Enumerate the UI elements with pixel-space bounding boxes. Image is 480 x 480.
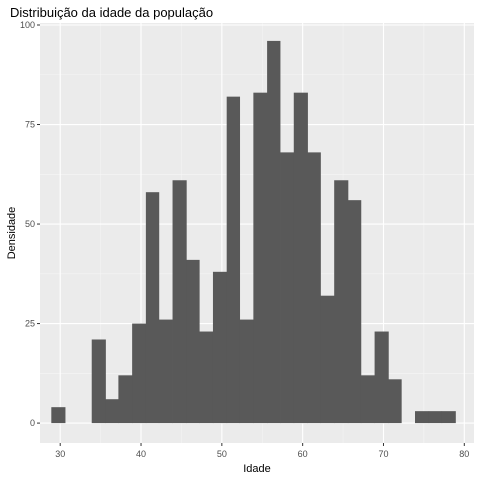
x-axis-ticks: 30 40 50 60 70 80: [55, 443, 469, 459]
histogram-bar-5: [118, 375, 133, 424]
y-tick-label-4: 100: [20, 20, 35, 30]
y-tick-label-3: 75: [25, 120, 35, 130]
histogram-bar-6: [132, 323, 147, 424]
histogram-bar-16: [267, 40, 281, 424]
y-axis-ticks: 0 25 50 75 100: [20, 20, 40, 428]
y-axis-title: Densidade: [6, 207, 18, 260]
histogram-bar-13: [226, 96, 241, 424]
y-tick-label-0: 0: [30, 418, 35, 428]
histogram-bar-7: [145, 192, 160, 424]
histogram-bar-22: [347, 200, 362, 424]
histogram-bar-21: [334, 180, 349, 424]
y-tick-label-2: 50: [25, 219, 35, 229]
y-tick-label-1: 25: [25, 319, 35, 329]
histogram-bar-10: [186, 259, 200, 424]
histogram-bar-15: [253, 92, 268, 424]
histogram-bar-29: [441, 411, 456, 424]
histogram-bar-28: [428, 411, 443, 424]
histogram-bar-25: [388, 379, 402, 424]
histogram-bar-4: [105, 399, 119, 424]
histogram-bar-17: [280, 152, 295, 424]
x-tick-label-3: 60: [298, 449, 308, 459]
histogram-bar-0: [51, 407, 66, 424]
histogram-bar-14: [239, 319, 254, 424]
histogram-bar-8: [158, 319, 173, 424]
histogram-bar-20: [320, 295, 335, 424]
x-tick-label-2: 50: [217, 449, 227, 459]
histogram-bar-3: [91, 339, 106, 424]
histogram-bar-19: [307, 152, 321, 424]
x-tick-label-4: 70: [378, 449, 388, 459]
histogram-bar-18: [293, 92, 308, 424]
histogram-bars: [51, 40, 456, 424]
histogram-bar-12: [212, 271, 228, 424]
histogram-bar-27: [415, 411, 430, 424]
histogram-bar-9: [172, 180, 187, 424]
x-tick-label-5: 80: [459, 449, 469, 459]
histogram-bar-24: [374, 331, 389, 424]
histogram-bar-11: [199, 331, 214, 424]
x-tick-label-1: 40: [136, 449, 146, 459]
histogram-bar-23: [360, 375, 375, 424]
chart-title: Distribuição da idade da população: [10, 5, 213, 20]
x-tick-label-0: 30: [55, 449, 65, 459]
x-axis-title: Idade: [243, 463, 271, 475]
